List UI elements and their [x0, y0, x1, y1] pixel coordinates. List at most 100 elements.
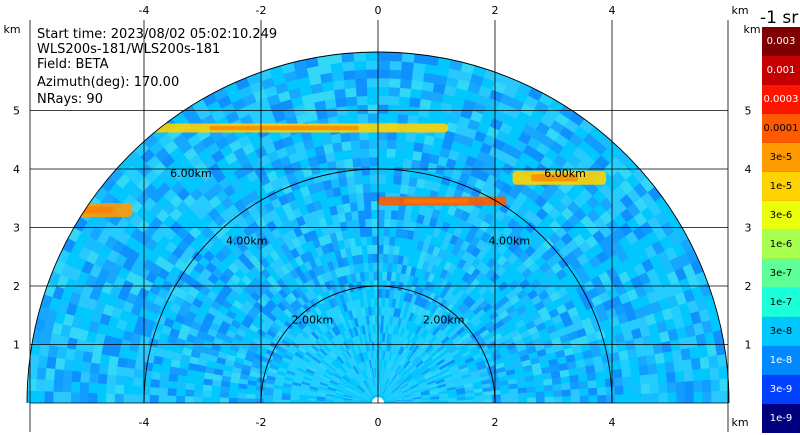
field-cell: [245, 101, 260, 115]
field-cell: [360, 148, 370, 158]
field-cell: [373, 385, 376, 395]
field-cell: [312, 276, 321, 287]
field-cell: [371, 386, 376, 395]
field-cell: [287, 229, 298, 241]
field-cell: [590, 347, 602, 358]
field-cell: [649, 393, 659, 403]
field-cell: [312, 266, 321, 277]
field-cell: [445, 381, 455, 387]
field-cell: [274, 257, 285, 269]
field-cell: [349, 237, 357, 248]
field-cell: [238, 85, 254, 99]
field-cell: [363, 380, 369, 389]
field-cell: [308, 333, 318, 343]
field-cell: [277, 302, 287, 312]
field-cell: [278, 175, 290, 187]
field-cell: [654, 211, 669, 227]
field-cell: [405, 311, 412, 321]
field-cell: [74, 216, 88, 232]
field-cell: [348, 369, 356, 377]
field-cell: [313, 372, 323, 379]
field-cell: [231, 98, 246, 112]
field-cell: [390, 272, 397, 282]
field-cell: [305, 202, 316, 214]
field-cell: [338, 354, 346, 363]
field-cell: [354, 69, 367, 80]
field-cell: [466, 264, 476, 276]
field-cell: [413, 142, 424, 153]
field-cell: [233, 361, 244, 370]
field-cell: [374, 315, 378, 325]
field-cell: [423, 234, 433, 245]
field-cell: [394, 375, 401, 383]
field-cell: [380, 386, 385, 395]
field-cell: [370, 332, 374, 342]
field-cell: [666, 382, 677, 393]
field-cell: [353, 52, 367, 62]
field-cell: [316, 394, 326, 398]
field-cell: [202, 390, 212, 398]
field-cell: [465, 243, 476, 255]
field-cell: [269, 102, 284, 115]
field-cell: [142, 370, 153, 380]
field-cell: [212, 316, 224, 327]
field-cell: [391, 385, 399, 392]
field-cell: [276, 330, 286, 340]
field-cell: [223, 184, 236, 198]
field-cell: [360, 362, 365, 371]
field-cell: [259, 341, 270, 350]
field-cell: [423, 179, 434, 191]
field-cell: [396, 365, 403, 374]
field-cell: [304, 313, 314, 323]
field-cell: [548, 358, 559, 367]
field-cell: [283, 308, 293, 318]
field-cell: [190, 320, 202, 331]
field-cell: [373, 280, 378, 289]
field-cell: [205, 366, 215, 375]
field-cell: [445, 76, 459, 88]
field-cell: [646, 268, 659, 282]
field-cell: [207, 354, 218, 363]
field-cell: [206, 290, 218, 301]
field-cell: [299, 224, 309, 235]
field-cell: [541, 366, 551, 375]
field-cell: [402, 328, 408, 338]
field-cell: [348, 358, 355, 367]
field-cell: [453, 323, 463, 333]
field-cell: [248, 232, 260, 244]
field-cell: [530, 295, 542, 306]
field-cell: [471, 246, 482, 258]
field-cell: [519, 329, 531, 339]
field-cell: [599, 211, 614, 225]
field-cell: [482, 387, 492, 392]
field-cell: [439, 279, 449, 290]
field-cell: [92, 342, 104, 355]
field-cell: [365, 315, 370, 325]
field-cell: [462, 163, 474, 176]
field-cell: [350, 140, 361, 150]
field-cell: [620, 208, 634, 223]
field-cell: [664, 361, 675, 373]
y-tick-right: 3: [745, 222, 752, 235]
field-cell: [481, 162, 494, 175]
field-cell: [260, 293, 271, 304]
field-cell: [222, 370, 233, 378]
field-cell: [513, 223, 525, 235]
field-cell: [649, 383, 659, 394]
field-cell: [646, 291, 659, 304]
field-cell: [532, 368, 543, 376]
field-cell: [271, 337, 282, 346]
field-cell: [82, 351, 93, 363]
field-cell: [201, 238, 214, 251]
field-cell: [274, 292, 285, 303]
field-cell: [123, 394, 133, 403]
field-cell: [390, 307, 395, 317]
field-cell: [391, 298, 397, 308]
field-cell: [116, 366, 127, 377]
field-cell: [392, 389, 401, 395]
field-cell: [373, 271, 378, 281]
field-cell: [385, 395, 395, 400]
field-cell: [441, 139, 453, 150]
field-cell: [361, 395, 370, 400]
